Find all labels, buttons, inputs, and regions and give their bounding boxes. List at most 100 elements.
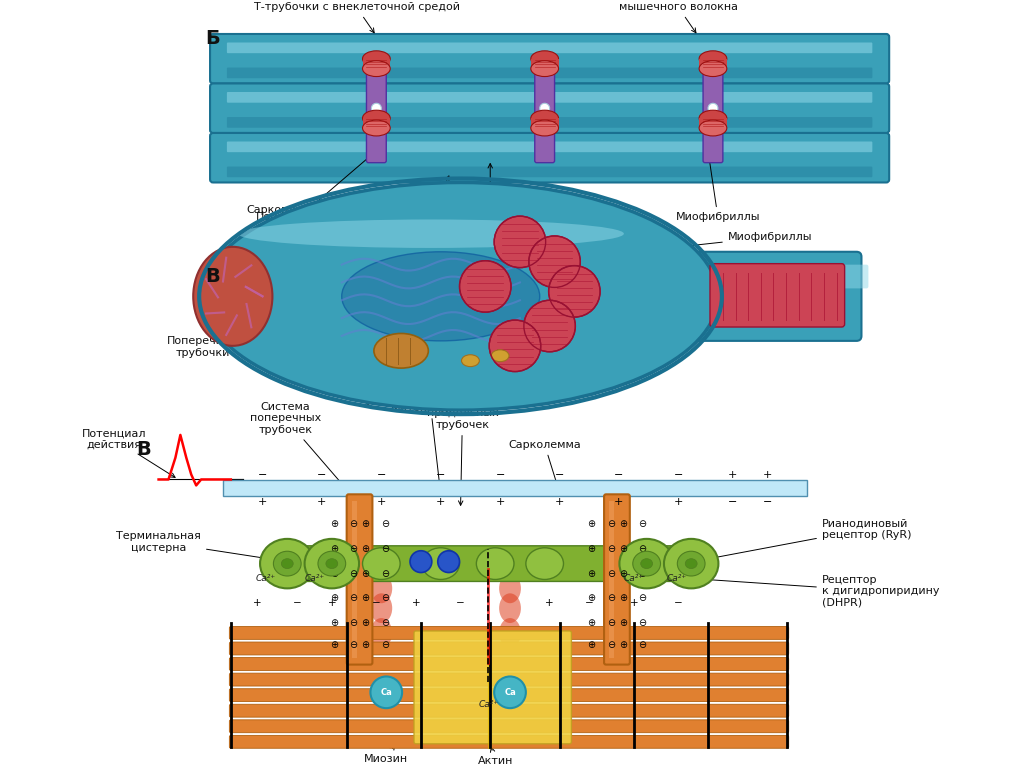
Ellipse shape [203, 183, 718, 410]
Text: −: − [377, 469, 386, 479]
Text: Саркоплазматический
ретикулум: Саркоплазматический ретикулум [246, 206, 378, 255]
Text: −: − [317, 469, 327, 479]
Text: −: − [763, 497, 772, 507]
Ellipse shape [699, 110, 727, 126]
Ellipse shape [492, 350, 509, 362]
Text: +: + [328, 598, 336, 608]
Text: ⊕: ⊕ [330, 618, 338, 628]
Ellipse shape [342, 252, 540, 341]
Text: В: В [206, 267, 220, 286]
Ellipse shape [282, 558, 293, 568]
Text: −: − [728, 497, 737, 507]
Ellipse shape [499, 574, 521, 603]
Circle shape [437, 551, 460, 572]
Text: Ca: Ca [504, 688, 516, 697]
Text: +: + [555, 497, 564, 507]
Ellipse shape [238, 219, 624, 248]
Circle shape [495, 676, 526, 708]
FancyBboxPatch shape [229, 657, 788, 670]
Bar [530, 118, 558, 128]
Text: Ca²⁺: Ca²⁺ [478, 700, 499, 709]
Text: ⊕: ⊕ [330, 568, 338, 578]
Text: Цитозоль: Цитозоль [652, 296, 813, 308]
Text: +: + [377, 497, 386, 507]
Ellipse shape [362, 120, 390, 136]
Text: ⊖: ⊖ [639, 640, 647, 650]
Text: −: − [436, 469, 445, 479]
Circle shape [528, 236, 581, 288]
FancyBboxPatch shape [535, 54, 555, 163]
Ellipse shape [526, 548, 563, 579]
Text: ⊖: ⊖ [349, 618, 357, 628]
Text: −: − [614, 469, 624, 479]
Text: Сарколемма: Сарколемма [508, 439, 581, 489]
FancyBboxPatch shape [227, 42, 872, 53]
Text: ⊕: ⊕ [330, 544, 338, 554]
Circle shape [371, 676, 402, 708]
Text: ⊖: ⊖ [607, 593, 615, 604]
Text: −: − [555, 469, 564, 479]
Text: +: + [253, 598, 262, 608]
Text: В: В [136, 440, 152, 459]
Text: ⊕: ⊕ [618, 618, 627, 628]
Text: −: − [585, 598, 594, 608]
Ellipse shape [476, 548, 514, 579]
Text: ⊕: ⊕ [587, 640, 595, 650]
Circle shape [524, 301, 575, 352]
Text: Б: Б [206, 29, 220, 48]
FancyBboxPatch shape [710, 264, 845, 327]
FancyBboxPatch shape [229, 736, 788, 749]
Ellipse shape [362, 51, 390, 67]
Text: +: + [728, 469, 737, 479]
Ellipse shape [362, 110, 390, 126]
Ellipse shape [326, 558, 338, 568]
Ellipse shape [641, 558, 652, 568]
Text: Миозин: Миозин [365, 746, 409, 764]
Text: Саркоплазматический
ретикулум: Саркоплазматический ретикулум [350, 176, 482, 254]
Ellipse shape [530, 51, 558, 67]
FancyBboxPatch shape [229, 642, 788, 655]
Text: ⊖: ⊖ [607, 618, 615, 628]
Circle shape [540, 104, 550, 114]
Text: ⊖: ⊖ [349, 568, 357, 578]
Text: Терминальная
цистерна: Терминальная цистерна [116, 531, 284, 562]
Ellipse shape [371, 618, 392, 648]
Bar [223, 480, 807, 496]
Text: ⊖: ⊖ [349, 544, 357, 554]
Bar [699, 59, 727, 68]
Text: ⊖: ⊖ [607, 568, 615, 578]
Text: Сегменты саркоплазматического
ретикулума: Сегменты саркоплазматического ретикулума [391, 163, 589, 235]
Text: ⊖: ⊖ [349, 640, 357, 650]
Text: Система
поперечных
трубочек: Система поперечных трубочек [250, 402, 357, 502]
Text: ⊕: ⊕ [587, 544, 595, 554]
Ellipse shape [371, 574, 392, 603]
Ellipse shape [699, 51, 727, 67]
Ellipse shape [685, 558, 697, 568]
Ellipse shape [304, 539, 359, 588]
FancyBboxPatch shape [282, 546, 701, 581]
FancyBboxPatch shape [367, 54, 386, 163]
FancyBboxPatch shape [604, 494, 630, 664]
Text: Латеральные
цистерны: Латеральные цистерны [302, 359, 381, 407]
Ellipse shape [371, 594, 392, 623]
Bar [609, 502, 614, 657]
Text: Поперечные
трубочки: Поперечные трубочки [167, 321, 294, 357]
Bar [362, 118, 390, 128]
FancyBboxPatch shape [703, 54, 723, 163]
Text: +: + [674, 497, 683, 507]
Text: Ca: Ca [380, 688, 392, 697]
Ellipse shape [462, 354, 479, 367]
Text: ⊕: ⊕ [587, 593, 595, 604]
FancyBboxPatch shape [414, 631, 571, 744]
Bar [362, 59, 390, 68]
Ellipse shape [499, 594, 521, 623]
Text: Рецептор
к дигидропиридину
(DHPR): Рецептор к дигидропиридину (DHPR) [695, 574, 939, 608]
Text: ⊕: ⊕ [618, 568, 627, 578]
Ellipse shape [362, 548, 400, 579]
Text: +: + [412, 598, 420, 608]
Text: Т-трубочки с внеклеточной средой: Т-трубочки с внеклеточной средой [254, 2, 460, 33]
Text: Митохондрия: Митохондрия [391, 403, 471, 490]
Circle shape [410, 551, 432, 572]
Text: ⊖: ⊖ [349, 593, 357, 604]
Text: +: + [317, 497, 327, 507]
